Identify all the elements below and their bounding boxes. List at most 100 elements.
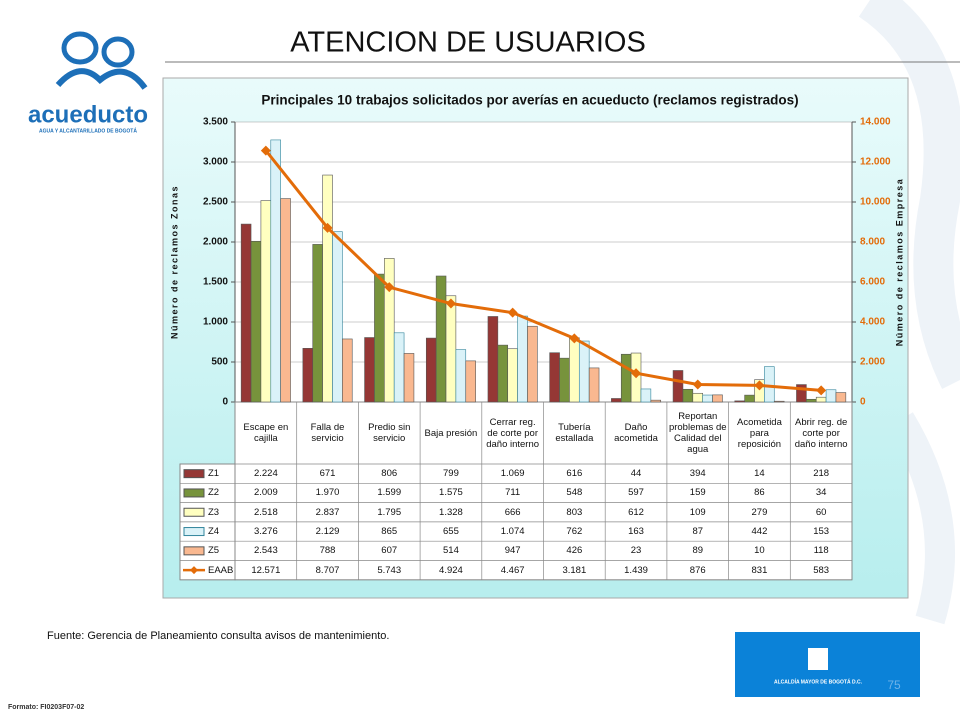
y-tick-label: 3.500	[203, 117, 228, 128]
logo-tagline: AGUA Y ALCANTARILLADO DE BOGOTÁ	[39, 127, 137, 134]
bar	[403, 353, 415, 403]
bar	[672, 370, 684, 403]
bar	[364, 337, 375, 403]
category-label: Acometida para reposición	[736, 416, 782, 450]
table-value: 597	[628, 487, 644, 499]
line	[264, 149, 822, 392]
bar	[322, 174, 333, 403]
table-value: 109	[689, 506, 706, 518]
table-value: 2.129	[315, 526, 340, 538]
y-tick-label: 3.000	[203, 157, 228, 168]
y2-tick-label: 12.000	[860, 157, 891, 168]
table-value: 616	[566, 468, 583, 480]
table-value: 86	[754, 487, 765, 499]
legend-swatch	[183, 469, 205, 479]
bar	[527, 325, 538, 403]
bar	[487, 316, 499, 403]
table-value: 671	[319, 468, 336, 480]
bar	[825, 389, 837, 403]
table-value: 1.575	[439, 487, 463, 499]
legend-label: Z1	[208, 468, 220, 480]
table-value: 548	[566, 487, 583, 499]
category-label: Reportan problemas de Calidad del agua	[668, 411, 727, 455]
bar	[569, 337, 580, 403]
table-value: 2.009	[253, 487, 278, 499]
table-value: 10	[754, 545, 765, 557]
bar	[280, 198, 291, 403]
category-label: Tubería estallada	[555, 422, 594, 444]
table-value: 23	[630, 545, 642, 557]
line-marker	[631, 368, 642, 379]
bar	[650, 399, 662, 403]
table-value: 1.328	[439, 506, 463, 518]
decor	[887, 412, 955, 625]
legend-swatch	[183, 546, 205, 556]
table-value: 3.276	[253, 526, 278, 538]
bar	[497, 344, 509, 403]
bar	[796, 384, 807, 403]
table-value: 8.707	[315, 564, 340, 576]
bar	[764, 366, 775, 403]
y2-tick-label: 14.000	[860, 117, 891, 128]
table-value: 1.795	[377, 506, 402, 518]
bar	[384, 258, 395, 403]
bar	[342, 338, 353, 403]
bar	[270, 139, 281, 403]
y2-tick-label: 8.000	[860, 237, 885, 248]
city-shield	[808, 648, 828, 670]
y-tick-label: 500	[211, 357, 228, 368]
format-code: Formato: FI0203F07-02	[8, 704, 84, 711]
table-value: 153	[813, 526, 830, 538]
category-label: Falla de servicio	[310, 422, 345, 444]
legend-label: Z4	[208, 526, 220, 538]
bar	[682, 388, 694, 403]
category-label: Predio sin servicio	[368, 422, 411, 444]
bar	[517, 315, 528, 403]
bar	[374, 273, 385, 403]
bar	[455, 349, 467, 403]
bar	[588, 367, 600, 403]
legend-label: Z5	[208, 545, 220, 557]
table-value: 1.970	[315, 487, 340, 499]
table-value: 89	[692, 545, 704, 557]
y-axis-label: Número de reclamos Zonas	[169, 185, 179, 339]
legend-label: Z2	[208, 487, 220, 499]
y-tick-label: 1.000	[203, 317, 228, 328]
table-value: 2.224	[253, 468, 278, 480]
legend-label: Z3	[208, 506, 220, 518]
bar	[302, 348, 314, 403]
table-value: 1.599	[377, 487, 402, 499]
source: Fuente: Gerencia de Planeamiento consult…	[47, 630, 389, 642]
line-marker	[384, 282, 395, 293]
legend-swatch	[183, 507, 205, 517]
table-value: 218	[813, 468, 830, 480]
table-value: 803	[566, 506, 583, 518]
table-value: 831	[751, 564, 768, 576]
table-value: 44	[630, 468, 642, 480]
table-value: 14	[754, 468, 765, 480]
table-value: 163	[628, 526, 644, 538]
bar	[240, 223, 252, 403]
bar	[744, 394, 755, 403]
bar	[260, 200, 272, 403]
table-value: 583	[813, 564, 830, 576]
y-tick-label: 0	[222, 397, 228, 408]
bar	[692, 392, 703, 403]
page-number: 75	[887, 678, 901, 692]
table-value: 1.074	[500, 526, 525, 538]
table-value: 4.467	[500, 564, 525, 576]
y2-tick-label: 0	[860, 397, 866, 408]
line-marker	[260, 145, 271, 156]
bar	[559, 357, 570, 403]
table-value: 2.543	[253, 545, 278, 557]
bar	[702, 394, 713, 403]
legend-swatch	[183, 527, 205, 537]
table-value: 514	[443, 545, 459, 557]
table-value: 607	[381, 545, 398, 557]
category-label: Daño acometida	[614, 422, 658, 444]
table-value: 799	[443, 468, 459, 480]
table-value: 442	[751, 526, 768, 538]
y-tick-label: 2.500	[203, 197, 228, 208]
line-marker	[322, 222, 333, 233]
